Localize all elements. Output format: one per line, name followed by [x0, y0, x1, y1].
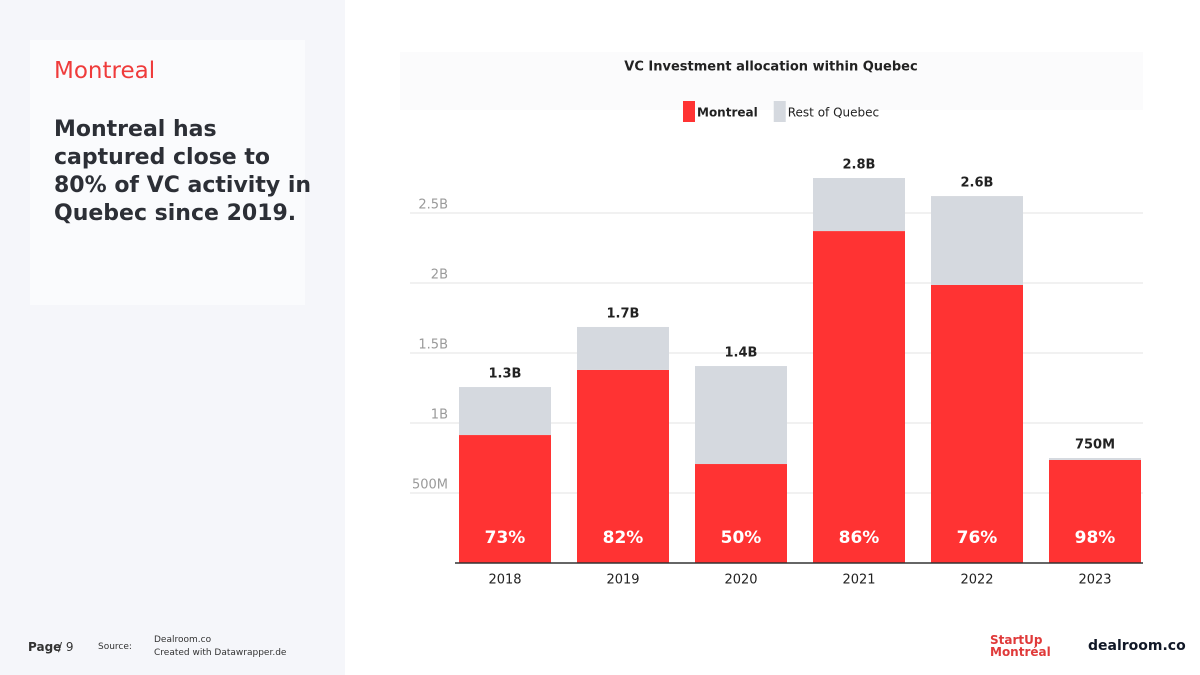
legend-label: Rest of Quebec — [788, 106, 879, 120]
x-tick-label: 2023 — [1078, 573, 1111, 588]
source-line: Dealroom.co — [154, 635, 212, 645]
share-label: 50% — [721, 528, 762, 548]
total-label: 2.8B — [843, 158, 876, 173]
total-label: 1.3B — [489, 367, 522, 382]
legend-label: Montreal — [697, 106, 758, 120]
x-tick-label: 2021 — [842, 573, 875, 588]
bar-segment — [459, 387, 551, 436]
bar-segment — [813, 231, 905, 563]
headline: Montreal has captured close to 80% of VC… — [54, 117, 312, 226]
side-panel — [0, 0, 345, 675]
card — [30, 40, 305, 305]
bar-segment — [813, 178, 905, 232]
total-label: 2.6B — [961, 176, 994, 191]
page-label: Page — [28, 640, 62, 654]
bar-segment — [695, 366, 787, 465]
source-line: Created with Datawrapper.de — [154, 648, 287, 658]
share-label: 73% — [485, 528, 526, 548]
total-label: 750M — [1075, 438, 1115, 453]
x-tick-label: 2020 — [724, 573, 757, 588]
y-tick-label: 1B — [431, 408, 448, 423]
bar-segment — [577, 369, 669, 563]
share-label: 86% — [839, 528, 880, 548]
bar-segment — [931, 284, 1023, 563]
page-number: / 9 — [58, 640, 74, 654]
bar-segment — [695, 464, 787, 563]
logo: StartUp Montréal — [990, 633, 1051, 659]
x-tick-label: 2019 — [606, 573, 639, 588]
chart-header — [400, 52, 1143, 110]
total-label: 1.7B — [607, 306, 640, 321]
y-tick-label: 500M — [412, 478, 448, 493]
source-label: Source: — [98, 642, 132, 652]
bar-segment — [1049, 458, 1141, 460]
logo: dealroom.co — [1088, 638, 1186, 654]
y-tick-label: 1.5B — [418, 338, 448, 353]
y-tick-label: 2.5B — [418, 198, 448, 213]
bar-segment — [577, 326, 669, 370]
x-tick-label: 2018 — [488, 573, 521, 588]
chart-title: VC Investment allocation within Quebec — [624, 60, 917, 75]
x-tick-label: 2022 — [960, 573, 993, 588]
bar-segment — [1049, 459, 1141, 563]
y-tick-label: 2B — [431, 268, 448, 283]
total-label: 1.4B — [725, 346, 758, 361]
share-label: 98% — [1075, 528, 1116, 548]
legend-swatch — [773, 101, 786, 122]
share-label: 82% — [603, 528, 644, 548]
share-label: 76% — [957, 528, 998, 548]
legend-swatch — [683, 101, 695, 122]
bar-segment — [931, 196, 1023, 285]
bar-segment — [459, 435, 551, 563]
kicker: Montreal — [54, 58, 156, 84]
